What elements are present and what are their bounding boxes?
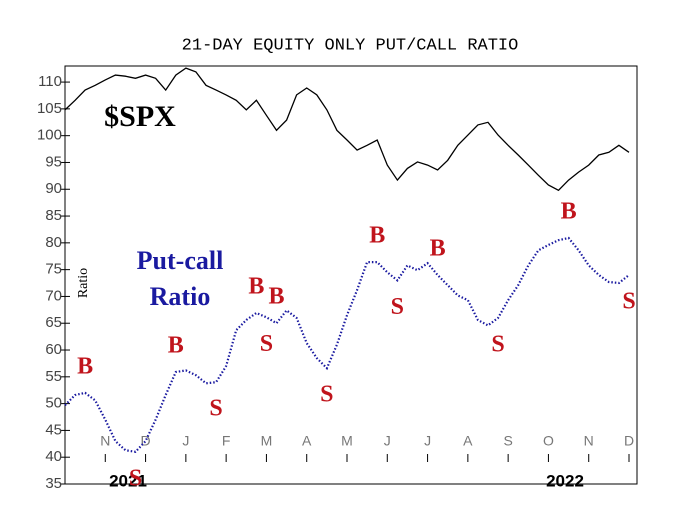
x-tick-label: N (100, 433, 110, 449)
signal-label: S (491, 331, 504, 357)
spx-label: $SPX (104, 100, 176, 133)
signal-label: S (209, 396, 222, 422)
signal-label: B (77, 353, 93, 379)
y-tick-label: 105 (37, 100, 62, 117)
x-tick-label: M (341, 433, 353, 449)
y-tick-label: 45 (45, 421, 62, 438)
signal-label: B (561, 199, 577, 225)
x-tick-label: D (141, 433, 151, 449)
y-tick-label: 40 (45, 448, 62, 465)
y-tick-label: 55 (45, 368, 62, 385)
x-tick-label: J (424, 433, 431, 449)
x-tick-label: A (463, 433, 473, 449)
signal-label: S (129, 465, 142, 491)
signal-label: B (248, 274, 264, 300)
y-tick-label: 85 (45, 207, 62, 224)
signal-label: B (430, 236, 446, 262)
y-tick-label: 75 (45, 261, 62, 278)
y-tick-label: 70 (45, 287, 62, 304)
y-tick-label: 60 (45, 341, 62, 358)
y-tick-label: 50 (45, 395, 62, 412)
y-tick-label: 80 (45, 234, 62, 251)
year-label: 2022 (546, 471, 584, 490)
x-tick-label: O (543, 433, 554, 449)
signal-label: S (622, 289, 635, 315)
x-tick-label: D (624, 433, 634, 449)
y-axis-label: Ratio (76, 268, 91, 298)
y-tick-label: 95 (45, 153, 62, 170)
series-line (64, 236, 630, 453)
series-line (64, 67, 630, 192)
y-tick-label: 65 (45, 314, 62, 331)
ratio-label: Put-call Ratio (136, 246, 224, 311)
y-tick-label: 35 (45, 475, 62, 492)
signal-label: B (369, 223, 385, 249)
plot-frame (64, 65, 638, 485)
x-tick-label: F (222, 433, 231, 449)
x-tick-label: N (584, 433, 594, 449)
x-tick-label: S (503, 433, 512, 449)
x-tick-label: M (261, 433, 273, 449)
year-label: 2021 (109, 471, 147, 490)
signal-label: S (320, 382, 333, 408)
x-tick-label: J (182, 433, 189, 449)
signal-label: S (260, 331, 273, 357)
y-tick-label: 90 (45, 180, 62, 197)
signal-label: B (168, 332, 184, 358)
chart-title: 21-DAY EQUITY ONLY PUT/CALL RATIO (182, 36, 519, 55)
signal-label: B (268, 284, 284, 310)
y-tick-label: 110 (38, 73, 62, 90)
signal-label: S (391, 294, 404, 320)
x-tick-label: A (302, 433, 312, 449)
y-tick-label: 100 (37, 127, 62, 144)
x-tick-label: J (384, 433, 391, 449)
